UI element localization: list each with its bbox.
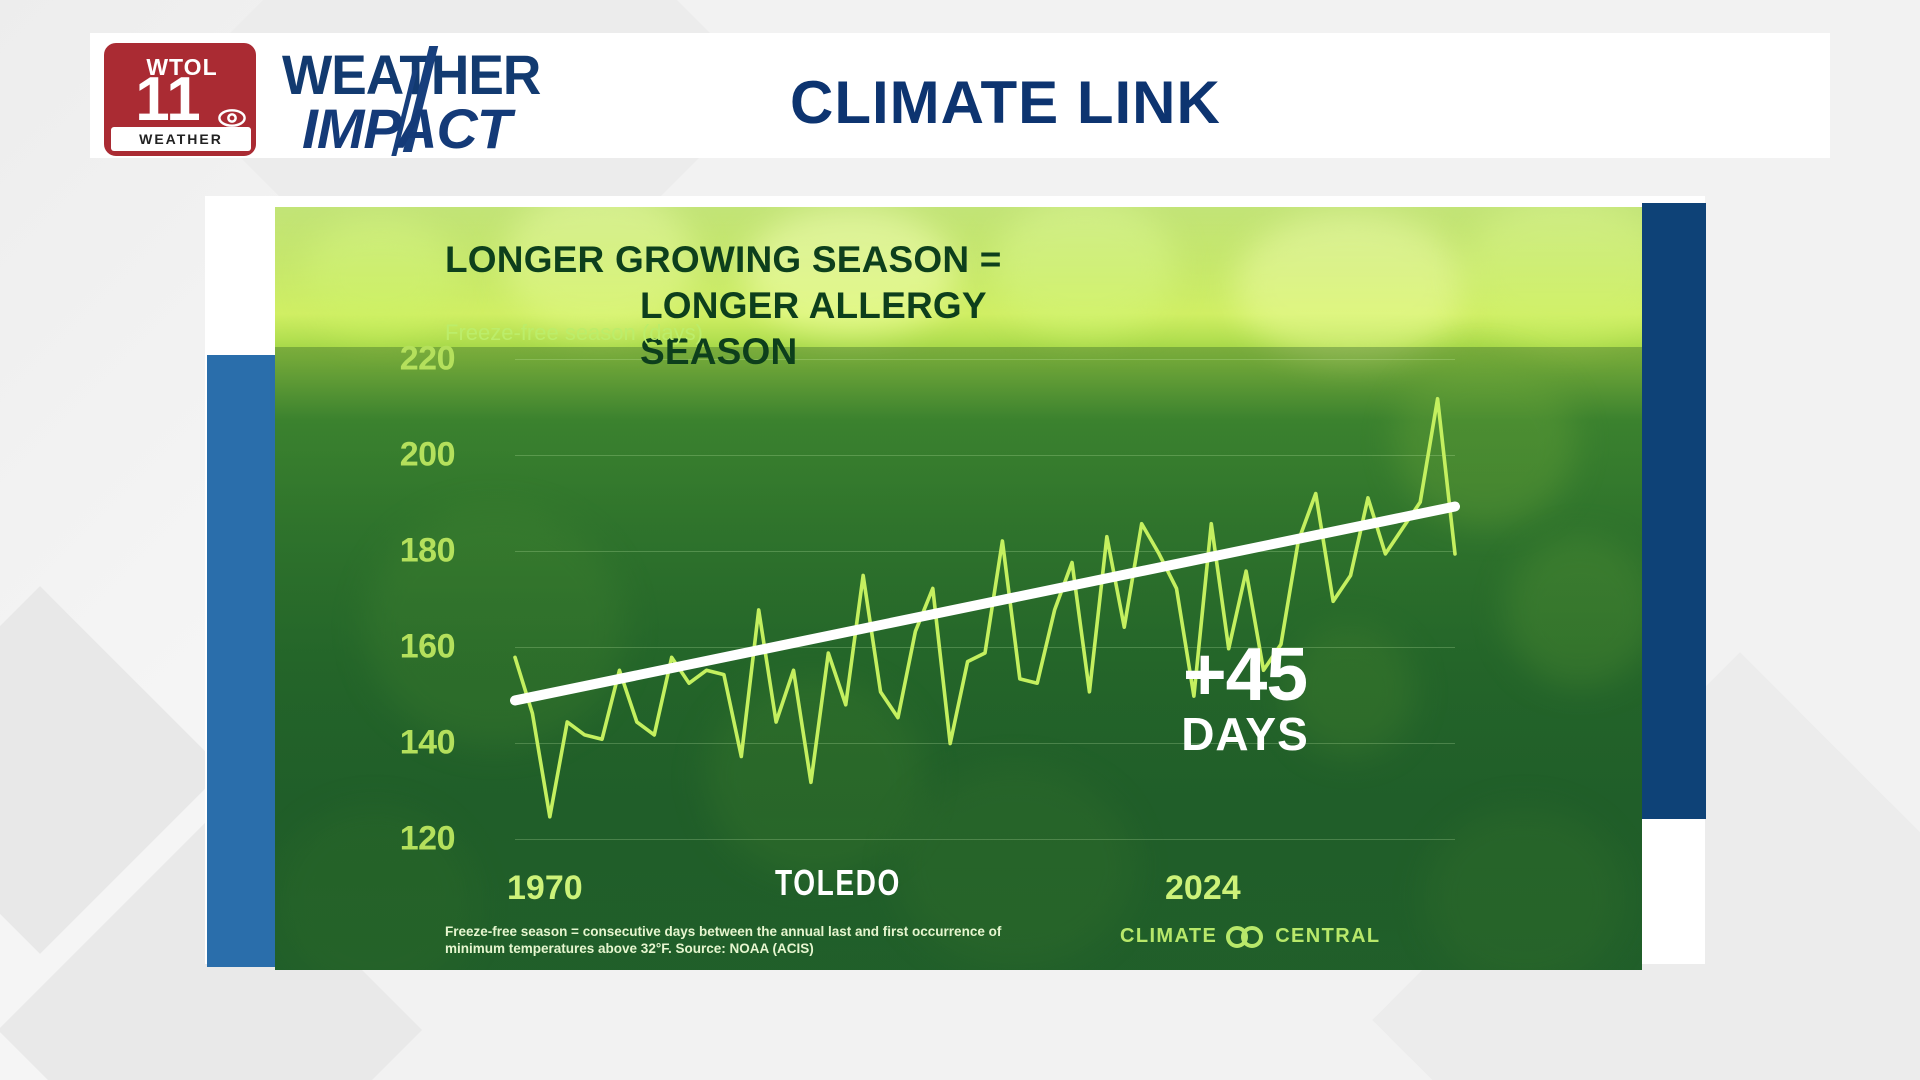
bokeh-4 — [995, 207, 1175, 337]
stat-value: +45 — [1182, 632, 1308, 716]
y-axis-tick: 120 — [399, 819, 456, 858]
trend-line — [510, 501, 1460, 706]
bokeh-6 — [1465, 207, 1642, 347]
bokeh-11 — [365, 507, 625, 747]
y-axis-label: Freeze-free season (days) — [445, 320, 703, 345]
logo-sub-label: WEATHER — [139, 131, 223, 147]
header-bar — [90, 33, 1830, 158]
bokeh-8 — [1505, 537, 1642, 687]
logo-channel-number: 11 — [135, 65, 201, 134]
wtol-station-logo: WTOL 11 WEATHER — [104, 43, 256, 156]
bokeh-5 — [1235, 212, 1465, 362]
logo-callsign: WTOL — [146, 54, 218, 80]
climate-central-graphic: LONGER GROWING SEASON = LONGER ALLERGY S… — [275, 207, 1642, 970]
bokeh-2 — [505, 207, 695, 337]
bokeh-10 — [705, 677, 925, 877]
bokeh-1 — [305, 217, 455, 337]
headline-statistic: +45 DAYS — [1130, 632, 1360, 761]
gridline — [515, 359, 1455, 360]
bokeh-12 — [895, 767, 1135, 967]
gridline — [515, 839, 1455, 840]
chart-plot-area: 220 200 180 160 140 120 — [400, 340, 1460, 858]
bokeh-13 — [1425, 807, 1625, 970]
bokeh-14 — [275, 807, 475, 970]
brand-impact-text: IMPACT — [302, 97, 512, 160]
y-axis-tick: 140 — [399, 723, 456, 762]
graphic-title-line2: LONGER ALLERGY SEASON — [640, 285, 987, 372]
chart-series-svg — [510, 396, 1460, 819]
logo-weather-strip: WEATHER — [111, 127, 251, 151]
y-axis-tick: 220 — [399, 339, 456, 378]
y-axis-tick: 200 — [399, 435, 456, 474]
card-accent-blue-right — [1642, 203, 1706, 819]
gridline — [515, 551, 1455, 552]
climate-central-logo: CLIMATE CENTRAL — [1120, 925, 1381, 948]
x-axis-start-year: 1970 — [507, 869, 583, 907]
y-axis-tick: 160 — [399, 627, 456, 666]
graphic-title: LONGER GROWING SEASON = LONGER ALLERGY S… — [275, 237, 1145, 375]
page-title: CLIMATE LINK — [790, 69, 1221, 136]
cc-word-central: CENTRAL — [1275, 925, 1381, 947]
bokeh-3 — [745, 207, 955, 337]
gridline — [515, 455, 1455, 456]
cc-word-climate: CLIMATE — [1120, 925, 1218, 947]
logo-red-box: WTOL 11 WEATHER — [104, 43, 256, 156]
bokeh-7 — [1395, 357, 1575, 527]
footnote-text: Freeze-free season = consecutive days be… — [445, 924, 1002, 956]
y-axis-tick: 180 — [399, 531, 456, 570]
bokeh-9 — [1285, 627, 1415, 757]
stat-unit: DAYS — [1181, 708, 1309, 760]
graphic-title-line1: LONGER GROWING SEASON = — [445, 239, 1002, 280]
infinity-rings-icon — [1226, 925, 1266, 948]
city-label: TOLEDO — [775, 862, 901, 903]
x-axis-end-year: 2024 — [1165, 869, 1241, 907]
gridline — [515, 743, 1455, 744]
cbs-eye-icon — [218, 109, 246, 127]
weather-impact-logo: WEATHER IMPACT — [282, 40, 587, 160]
